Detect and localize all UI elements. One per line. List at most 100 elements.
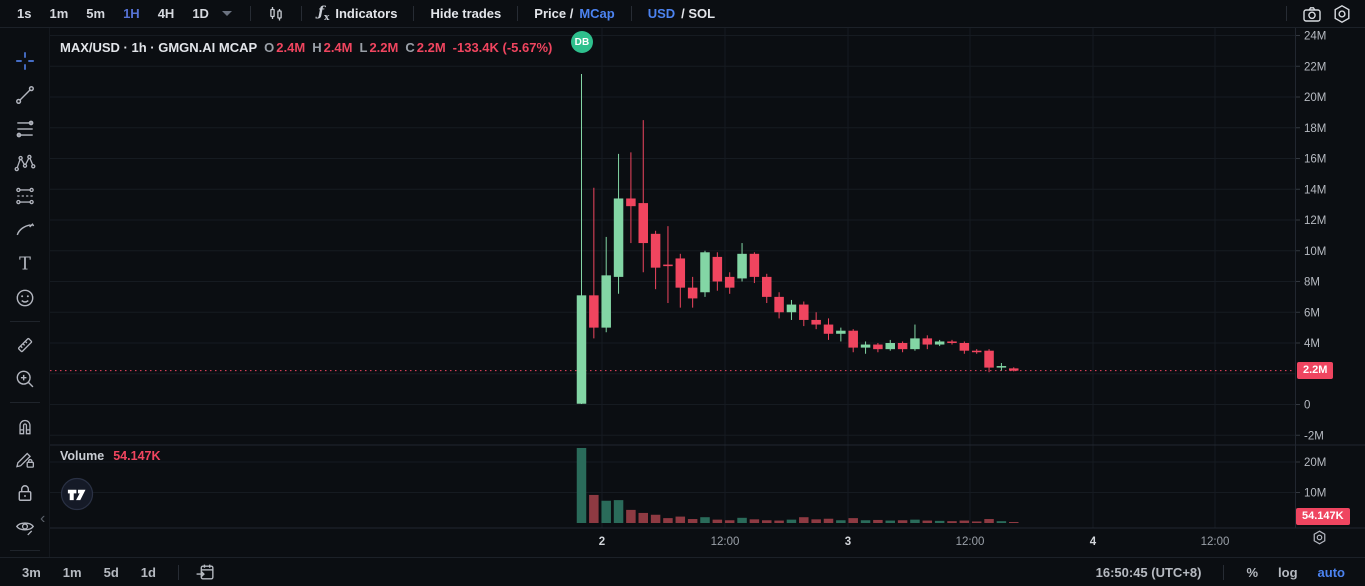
close-value: 2.2M bbox=[416, 40, 446, 55]
toolbar-divider bbox=[9, 321, 40, 322]
timeframe-1h[interactable]: 1H bbox=[123, 6, 140, 21]
toolbar-divider bbox=[300, 6, 302, 21]
toolbar-divider bbox=[517, 6, 519, 21]
magnet-mode-button[interactable] bbox=[8, 409, 42, 443]
screenshot-button[interactable] bbox=[1299, 3, 1325, 25]
hide-trades-label: Hide trades bbox=[430, 6, 502, 21]
svg-text:12:00: 12:00 bbox=[956, 536, 985, 548]
text-tool-button[interactable]: T bbox=[8, 247, 42, 281]
svg-text:10M: 10M bbox=[1304, 488, 1326, 500]
auto-scale-button[interactable]: auto bbox=[1317, 564, 1345, 580]
lock-all-button[interactable] bbox=[8, 476, 42, 510]
svg-text:22M: 22M bbox=[1304, 61, 1326, 73]
small-gear-icon bbox=[1313, 530, 1326, 545]
svg-text:10M: 10M bbox=[1304, 246, 1326, 258]
pattern-tool-button[interactable] bbox=[8, 146, 42, 180]
range-5d-button[interactable]: 5d bbox=[103, 564, 119, 580]
timeframe-4h[interactable]: 4H bbox=[157, 6, 175, 21]
toolbar-divider bbox=[1286, 6, 1287, 21]
chart-style-button[interactable] bbox=[263, 3, 289, 25]
log-scale-button[interactable]: log bbox=[1278, 564, 1298, 580]
open-label: O bbox=[264, 40, 275, 55]
toolbar-divider bbox=[177, 564, 179, 580]
svg-text:T: T bbox=[19, 255, 31, 275]
svg-text:12:00: 12:00 bbox=[1201, 536, 1230, 548]
panel-collapse-chevron-icon[interactable]: ‹ bbox=[40, 510, 46, 527]
percent-scale-button[interactable]: % bbox=[1246, 564, 1259, 580]
low-value: 2.2M bbox=[369, 40, 399, 55]
tradingview-logo[interactable] bbox=[60, 477, 94, 511]
zoom-in-tool-button[interactable] bbox=[8, 362, 42, 396]
toolbar-divider bbox=[1223, 564, 1225, 580]
session-clock[interactable]: 16:50:45 (UTC+8) bbox=[1095, 564, 1202, 580]
text-icon: T bbox=[19, 255, 31, 275]
high-label: H bbox=[312, 40, 322, 55]
volume-value: 54.147K bbox=[113, 449, 161, 463]
candlestick-chart[interactable]: 24M 22M 20M 18M 16M 14M 12M 10M 8M 6M 4M 0 -2M 20M 10M… bbox=[0, 28, 1365, 557]
svg-text:12:00: 12:00 bbox=[711, 536, 740, 548]
bottom-right-group: 16:50:45 (UTC+8) % log auto bbox=[1095, 564, 1351, 580]
price-mcap-toggle[interactable]: Price / MCap bbox=[530, 6, 618, 21]
current-price-axis-badge: 2.2M bbox=[1297, 362, 1334, 379]
fib-retracement-tool-button[interactable] bbox=[8, 112, 42, 146]
brush-tool-button[interactable] bbox=[8, 213, 42, 247]
go-to-date-button[interactable] bbox=[193, 561, 219, 583]
open-value: 2.4M bbox=[276, 40, 306, 55]
lock-icon bbox=[18, 485, 31, 502]
ohlc-legend[interactable]: MAX/USD · 1h · GMGN.AI MCAP O 2.4M H 2.4… bbox=[60, 40, 552, 55]
smiley-icon bbox=[16, 289, 33, 307]
magnifier-plus-icon bbox=[16, 370, 33, 388]
position-tool-button[interactable] bbox=[8, 180, 42, 214]
topbar-right-group bbox=[1278, 3, 1355, 25]
usd-sol-toggle[interactable]: USD / SOL bbox=[644, 6, 719, 21]
long-short-position-icon bbox=[15, 188, 34, 205]
emoji-tool-button[interactable] bbox=[8, 281, 42, 315]
trend-line-icon bbox=[15, 85, 34, 104]
volume-label: Volume bbox=[60, 449, 105, 463]
horizontal-lines-icon bbox=[16, 120, 33, 138]
current-volume-axis-badge: 54.147K bbox=[1296, 508, 1350, 525]
lock-drawings-edit-button[interactable] bbox=[8, 443, 42, 477]
svg-text:18M: 18M bbox=[1304, 123, 1326, 135]
svg-text:24M: 24M bbox=[1304, 31, 1326, 43]
measure-tool-button[interactable] bbox=[8, 328, 42, 362]
mcap-label: MCap bbox=[579, 6, 615, 21]
range-1d-button[interactable]: 1d bbox=[140, 564, 156, 580]
svg-text:4M: 4M bbox=[1304, 338, 1320, 350]
high-value: 2.4M bbox=[323, 40, 353, 55]
svg-text:20M: 20M bbox=[1304, 92, 1326, 104]
hide-drawings-button[interactable] bbox=[8, 510, 42, 544]
timeframe-menu-caret-icon[interactable] bbox=[221, 11, 232, 16]
range-1m-button[interactable]: 1m bbox=[62, 564, 82, 580]
svg-text:0: 0 bbox=[1304, 400, 1310, 412]
range-3m-button[interactable]: 3m bbox=[22, 564, 41, 580]
trend-line-tool-button[interactable] bbox=[8, 78, 42, 112]
magnet-icon bbox=[18, 419, 31, 434]
candlestick-style-icon bbox=[270, 6, 282, 20]
timeframe-1s[interactable]: 1s bbox=[17, 6, 32, 21]
hide-trades-button[interactable]: Hide trades bbox=[426, 6, 505, 21]
svg-text:8M: 8M bbox=[1304, 277, 1320, 289]
eye-pencil-icon bbox=[15, 522, 34, 536]
svg-text:4: 4 bbox=[1090, 536, 1097, 548]
price-label: Price / bbox=[534, 6, 574, 21]
settings-button[interactable] bbox=[1329, 3, 1355, 25]
volume-legend[interactable]: Volume 54.147K bbox=[60, 449, 161, 463]
fx-icon: ƒx bbox=[317, 4, 330, 23]
indicators-button[interactable]: ƒx Indicators bbox=[314, 4, 402, 23]
crosshair-tool-button[interactable] bbox=[8, 44, 42, 78]
db-marker-badge[interactable]: DB bbox=[571, 31, 593, 53]
svg-text:2: 2 bbox=[599, 536, 605, 548]
timeframe-1d[interactable]: 1D bbox=[192, 6, 209, 21]
change-value: -133.4K (-5.67%) bbox=[452, 40, 553, 55]
timeframe-1m[interactable]: 1m bbox=[49, 6, 69, 21]
usd-label: USD bbox=[647, 6, 676, 21]
axis-settings-button[interactable] bbox=[1311, 529, 1328, 546]
svg-text:14M: 14M bbox=[1304, 184, 1326, 196]
crosshair-icon bbox=[15, 52, 34, 70]
svg-text:12M: 12M bbox=[1304, 215, 1326, 227]
top-toolbar: 1s 1m 5m 1H 4H 1D ƒx Indicators Hide tra… bbox=[0, 0, 1365, 28]
toolbar-divider bbox=[249, 6, 251, 21]
timeframe-5m[interactable]: 5m bbox=[86, 6, 106, 21]
symbol-title: MAX/USD · 1h · GMGN.AI MCAP bbox=[60, 40, 258, 55]
